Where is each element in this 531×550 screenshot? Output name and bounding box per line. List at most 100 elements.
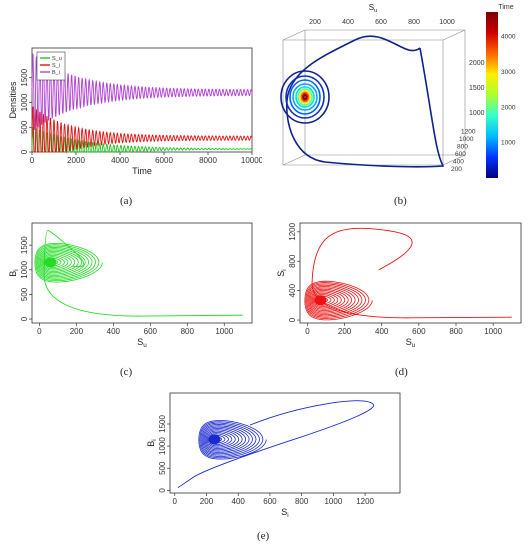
z-tick-label: 800 [457,144,468,151]
plot-frame [169,392,401,494]
spiral-ring [297,88,313,106]
plot-frame [299,222,522,324]
colorbar-tick-label: 4000 [501,34,516,41]
box-edge [282,154,306,166]
y-tick-label: 1000 [20,93,29,111]
x-tick-label: 200 [338,327,352,336]
attractor-focus [314,295,327,306]
caption-a: (a) [120,195,133,207]
y-tick-label: 1500 [469,85,485,92]
y-tick-label: 0 [20,316,29,321]
x-tick-label: 1000 [439,19,455,26]
y-tick-label: 500 [20,287,29,301]
z-tick-label: 1200 [461,129,476,136]
x-tick-label: 800 [449,327,463,336]
y-tick-label: 0 [158,488,167,493]
spiral-ring [295,86,315,108]
y-tick-label: 1000 [158,437,167,455]
x-axis-label: Time [132,166,152,176]
x-tick-label: 400 [375,327,389,336]
legend-label: B_i [52,70,60,76]
y-axis-label: Bi [8,269,20,276]
x-tick-label: 0 [305,327,310,336]
attractor-focus [208,434,221,445]
plot-frame [31,47,253,153]
series-line-b_i [31,53,253,131]
spiral-ring [302,94,307,100]
colorbar-tick-label: 3000 [501,69,516,76]
x-tick-label: 600 [263,497,277,506]
trajectory-excursion [177,400,375,489]
panel-e-phase-plot: 0 200 400 600 800 1000 1200 0 500 1000 1500 Si Bi [146,392,401,519]
z-tick-label: 400 [453,159,464,166]
x-tick-label: 200 [200,497,214,506]
y-tick-label: 2000 [469,60,485,67]
x-tick-label: 2000 [67,156,85,165]
x-tick-label: 200 [70,327,84,336]
x-tick-label: 8000 [199,156,217,165]
x-axis-label: Su [137,337,147,349]
trajectory-loop [285,35,445,168]
box-edge [442,154,466,166]
x-tick-label: 200 [309,19,321,26]
z-tick-label: 1000 [459,136,474,143]
plot-frame [31,222,253,324]
panel-d-phase-plot: 0 200 400 600 800 1000 0 400 800 1200 Su Si [276,222,522,349]
x-tick-label: 800 [408,19,420,26]
legend-label: S_u [52,56,62,62]
x-axis-label: Su [406,337,416,349]
colorbar [486,12,498,178]
spiral-ring [285,75,325,119]
y-tick-label: 1000 [469,110,485,117]
x-axis-label: Si [281,507,288,519]
x-tick-label: 0 [37,327,42,336]
x-tick-label: 800 [181,327,195,336]
spiral-ring [301,93,308,101]
x-tick-label: 600 [412,327,426,336]
trajectory-excursion [311,227,512,319]
colorbar-title: Time [498,4,513,11]
x-tick-label: 400 [107,327,121,336]
legend-label: S_i [52,63,60,69]
y-tick-label: 0 [20,149,29,154]
attractor-focus [44,257,57,268]
z-tick-label: 600 [455,151,466,158]
caption-b: (b) [394,195,407,207]
y-axis-label: Densities [8,81,18,119]
colorbar-tick-label: 1000 [501,140,516,147]
y-tick-label: 1200 [288,222,297,240]
y-tick-label: 1000 [20,260,29,278]
x-tick-label: 600 [144,327,158,336]
panel-c-phase-plot: 0 200 400 600 800 1000 0 500 1000 1500 Su Bi [8,222,253,349]
spiral-ring [280,70,330,124]
y-tick-label: 800 [288,254,297,268]
caption-c: (c) [120,366,133,378]
x-tick-label: 1000 [484,327,502,336]
y-tick-label: 400 [288,283,297,297]
legend-box [36,51,66,81]
x-tick-label: 6000 [155,156,173,165]
x-tick-label: 10000 [241,156,262,165]
x-tick-label: 0 [173,497,178,506]
box-edge [282,29,306,41]
x-tick-label: 400 [342,19,354,26]
y-tick-label: 1500 [20,68,29,86]
spiral-ring [299,90,311,104]
y-axis-label: Bi [146,439,158,446]
x-tick-label: 600 [375,19,387,26]
spiral-ring [300,91,310,103]
panel-b-3d-plot: 2004006008001000Su100015002000Bi20040060… [280,3,516,178]
caption-d: (d) [395,366,408,378]
x-tick-label: 800 [295,497,309,506]
x-tick-label: 1000 [215,327,233,336]
y-tick-label: 1500 [158,415,167,433]
x-axis-label: Su [369,3,377,14]
x-tick-label: 400 [232,497,246,506]
y-tick-label: 500 [158,461,167,475]
z-tick-label: 200 [451,166,462,173]
series-line-s_i [31,106,253,154]
y-axis-label: Si [276,269,288,276]
box-edge [442,29,466,41]
spiral-ring [292,83,318,111]
x-tick-label: 1200 [356,497,374,506]
